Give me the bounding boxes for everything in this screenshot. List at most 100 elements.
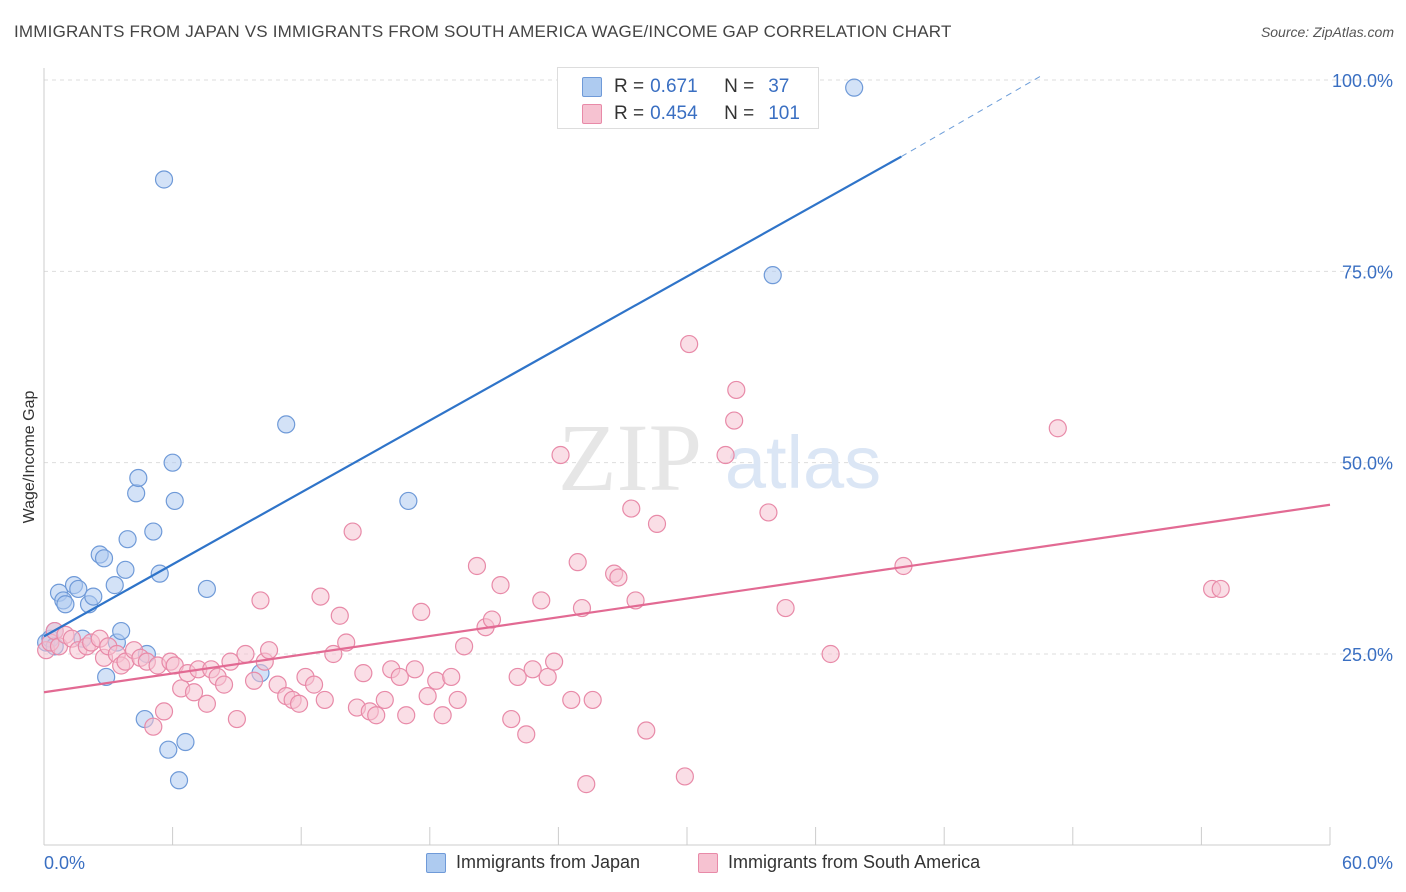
japan-point bbox=[169, 771, 189, 790]
south-america-point bbox=[467, 556, 487, 576]
legend-item-south-america[interactable]: Immigrants from South America bbox=[698, 852, 980, 873]
south-america-point bbox=[375, 690, 394, 710]
south-america-point bbox=[551, 445, 570, 465]
chart-title: IMMIGRANTS FROM JAPAN VS IMMIGRANTS FROM… bbox=[14, 22, 952, 41]
south-america-point bbox=[675, 767, 694, 786]
watermark-zip: ZIP bbox=[558, 404, 702, 511]
south-america-point bbox=[390, 667, 409, 687]
south-america-point bbox=[405, 660, 424, 679]
japan-trend-line bbox=[43, 155, 902, 638]
south-america-point bbox=[354, 664, 373, 683]
n-label: N = bbox=[724, 103, 755, 124]
japan-point bbox=[118, 530, 137, 549]
south-america-point bbox=[727, 380, 746, 400]
south-america-point bbox=[538, 667, 557, 687]
stats-row-japan: R = 0.671 N = 37 bbox=[582, 73, 789, 101]
trend-lines bbox=[43, 75, 1331, 694]
south-america-point bbox=[1211, 579, 1230, 599]
south-america-point bbox=[448, 690, 467, 710]
south-america-point bbox=[244, 671, 264, 690]
south-america-point bbox=[330, 606, 349, 625]
south-america-point bbox=[412, 602, 431, 622]
x-tick-label: 0.0% bbox=[44, 853, 85, 873]
legend-swatch-japan bbox=[426, 852, 446, 873]
r-value: 0.454 bbox=[650, 103, 698, 124]
south-america-point bbox=[647, 514, 667, 533]
south-america-point bbox=[759, 503, 778, 522]
japan-point bbox=[116, 560, 135, 579]
south-america-point bbox=[259, 641, 279, 660]
south-america-swatch bbox=[582, 104, 602, 124]
south-america-point bbox=[289, 694, 309, 713]
south-america-point bbox=[637, 721, 656, 740]
bottom-legend: Immigrants from Japan Immigrants from So… bbox=[0, 852, 1406, 876]
south-america-point bbox=[315, 690, 334, 710]
south-america-trend-line bbox=[43, 503, 1331, 694]
japan-point bbox=[159, 740, 178, 759]
south-america-point bbox=[776, 598, 795, 618]
r-label: R = bbox=[614, 103, 645, 124]
south-america-point bbox=[154, 702, 174, 721]
south-america-point bbox=[821, 644, 840, 664]
south-america-point bbox=[433, 706, 452, 725]
south-america-point bbox=[397, 706, 416, 725]
y-tick-label: 75.0% bbox=[1342, 262, 1393, 282]
japan-point bbox=[277, 415, 296, 434]
japan-point bbox=[69, 579, 88, 599]
legend-item-japan[interactable]: Immigrants from Japan bbox=[426, 852, 640, 873]
south-america-point bbox=[545, 652, 564, 671]
y-tick-label: 25.0% bbox=[1342, 645, 1393, 665]
south-america-point bbox=[367, 706, 386, 725]
n-value: 101 bbox=[768, 103, 800, 124]
japan-point bbox=[197, 579, 216, 599]
japan-point bbox=[163, 453, 182, 472]
watermark: ZIP atlas bbox=[558, 404, 881, 511]
japan-point bbox=[84, 587, 103, 606]
south-america-point bbox=[716, 445, 735, 465]
axes bbox=[43, 68, 1331, 846]
n-value: 37 bbox=[768, 76, 790, 97]
japan-point bbox=[129, 468, 148, 488]
legend-label-south-america: Immigrants from South America bbox=[728, 852, 981, 872]
south-america-point bbox=[622, 499, 641, 518]
japan-trend-extension bbox=[901, 75, 1041, 157]
japan-point bbox=[763, 266, 782, 285]
japan-swatch bbox=[582, 77, 602, 97]
legend-label-japan: Immigrants from Japan bbox=[456, 852, 641, 872]
grid-lines bbox=[44, 79, 1395, 655]
legend-swatch-south-america bbox=[698, 852, 718, 873]
japan-point bbox=[845, 78, 864, 97]
south-america-point bbox=[609, 568, 628, 587]
south-america-point bbox=[418, 686, 437, 706]
japan-point bbox=[56, 595, 75, 614]
tick-labels: 25.0% 50.0% 75.0% 100.0% 0.0% 60.0% bbox=[44, 71, 1393, 873]
japan-point bbox=[97, 667, 116, 687]
south-america-point bbox=[502, 709, 521, 729]
south-america-point bbox=[304, 675, 324, 694]
south-america-point bbox=[680, 334, 699, 354]
japan-point bbox=[176, 732, 195, 752]
japan-point bbox=[105, 576, 124, 595]
chart-source: Source: ZipAtlas.com bbox=[1260, 24, 1394, 40]
south-america-point bbox=[532, 591, 551, 610]
south-america-point bbox=[197, 694, 216, 713]
south-america-point bbox=[221, 652, 240, 671]
japan-point bbox=[144, 522, 163, 541]
south-america-point bbox=[227, 709, 246, 729]
stats-legend: R = 0.671 N = 37 R = 0.454 N = 101 bbox=[557, 67, 819, 129]
south-america-point bbox=[491, 576, 510, 595]
y-tick-label: 50.0% bbox=[1342, 454, 1393, 474]
x-tick-label: 60.0% bbox=[1342, 853, 1393, 873]
south-america-point bbox=[583, 690, 602, 710]
r-value: 0.671 bbox=[650, 76, 698, 97]
south-america-point bbox=[523, 660, 542, 679]
japan-point bbox=[112, 621, 131, 641]
south-america-point bbox=[577, 775, 596, 794]
south-america-point bbox=[236, 644, 255, 664]
south-america-point bbox=[725, 411, 744, 430]
south-america-point bbox=[454, 637, 474, 656]
japan-point bbox=[165, 491, 184, 511]
south-america-point bbox=[568, 553, 587, 572]
south-america-point bbox=[251, 591, 270, 610]
